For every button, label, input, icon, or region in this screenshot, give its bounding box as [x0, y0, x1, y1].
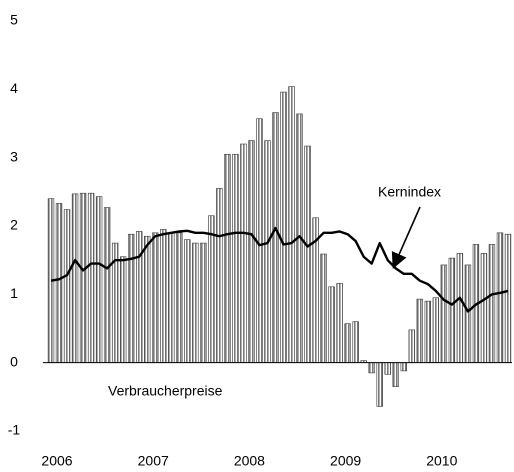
bar: [63, 209, 71, 363]
bar: [288, 86, 295, 363]
bar: [119, 256, 127, 363]
bar: [95, 196, 103, 363]
bar: [144, 235, 151, 363]
bar: [328, 286, 335, 363]
x-tick-label: 2009: [330, 453, 361, 469]
bar: [384, 362, 391, 375]
bar: [448, 257, 456, 363]
y-tick-label: 1: [10, 285, 18, 301]
bar: [168, 232, 175, 363]
bar: [488, 244, 496, 363]
bar: [496, 232, 504, 363]
y-tick-label: 3: [10, 148, 18, 164]
bar: [264, 140, 271, 363]
bar: [136, 231, 143, 363]
y-tick-label: 2: [10, 217, 18, 233]
bar: [368, 362, 375, 374]
bar: [424, 300, 432, 363]
x-tick-label: 2006: [41, 453, 72, 469]
bar: [304, 145, 311, 363]
annotation: Kernindex: [378, 184, 441, 200]
x-tick-label: 2007: [138, 453, 169, 469]
bar: [55, 203, 63, 363]
bar: [192, 242, 199, 363]
bar: [224, 153, 231, 363]
bar: [456, 253, 464, 363]
bar: [103, 207, 111, 363]
line: [50, 226, 509, 313]
annotation: Verbraucherpreise: [108, 383, 223, 399]
bar: [87, 192, 95, 363]
bar: [200, 242, 207, 363]
bar: [408, 329, 415, 363]
bar: [440, 264, 448, 363]
bar: [376, 362, 383, 407]
bar: [464, 264, 472, 363]
bar: [272, 112, 279, 363]
bar: [208, 215, 215, 363]
annotation-arrow: [391, 206, 421, 269]
bar: [160, 229, 167, 363]
x-tick-label: 2008: [234, 453, 265, 469]
bar: [176, 232, 183, 363]
bar: [127, 233, 135, 363]
bar: [248, 140, 255, 363]
y-tick-label: 4: [10, 80, 18, 96]
bar: [336, 283, 343, 363]
bar: [480, 253, 488, 363]
bar: [79, 192, 87, 363]
x-tick-label: 2010: [426, 453, 457, 469]
bar: [352, 321, 359, 363]
y-tick-label: 0: [10, 353, 18, 369]
bar: [216, 188, 223, 363]
bar: [400, 362, 407, 372]
bar: [504, 233, 512, 363]
y-tick-label: -1: [8, 422, 21, 438]
y-tick-label: 5: [10, 12, 18, 28]
bar: [280, 91, 287, 363]
bar: [240, 143, 247, 363]
bar: [232, 153, 239, 363]
bar: [432, 297, 440, 363]
bar: [344, 323, 351, 363]
bar: [392, 362, 399, 387]
bar: [71, 193, 79, 363]
bar: [152, 232, 159, 363]
bar: [416, 298, 423, 363]
bar: [184, 239, 191, 363]
bar: [320, 253, 327, 363]
